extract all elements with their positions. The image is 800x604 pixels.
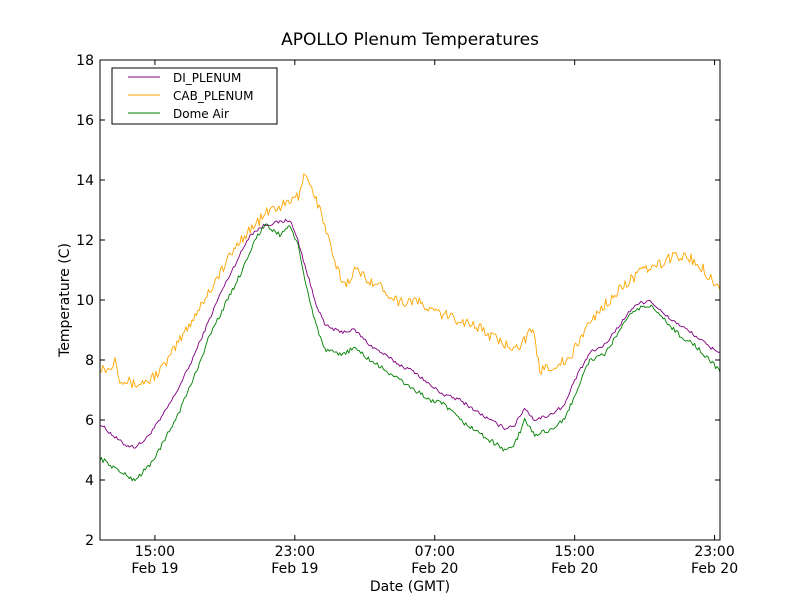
y-tick-label: 8 xyxy=(85,353,94,369)
legend-label-di-plenum: DI_PLENUM xyxy=(173,71,241,85)
y-tick-label: 14 xyxy=(76,173,94,189)
x-tick-label-time: 23:00 xyxy=(694,544,734,560)
legend-label-cab-plenum: CAB_PLENUM xyxy=(173,89,253,103)
y-tick-label: 16 xyxy=(76,113,94,129)
x-tick-label-date: Feb 19 xyxy=(271,561,318,577)
legend-label-dome-air: Dome Air xyxy=(173,107,229,121)
y-tick-label: 18 xyxy=(76,53,94,69)
series-line-dome-air xyxy=(99,223,721,482)
series-line-cab-plenum xyxy=(99,173,721,389)
x-tick-label-time: 15:00 xyxy=(135,544,175,560)
y-tick-label: 6 xyxy=(85,413,94,429)
x-tick-label-date: Feb 20 xyxy=(551,561,598,577)
x-axis-label: Date (GMT) xyxy=(370,579,450,595)
y-axis-label: Temperature (C) xyxy=(57,243,73,358)
series-line-di-plenum xyxy=(99,218,721,449)
y-tick-label: 10 xyxy=(76,293,94,309)
x-tick-label-date: Feb 20 xyxy=(411,561,458,577)
chart-title: APOLLO Plenum Temperatures xyxy=(281,30,539,50)
x-tick-label-date: Feb 19 xyxy=(131,561,178,577)
y-tick-label: 12 xyxy=(76,233,94,249)
series-layer xyxy=(99,173,721,482)
legend: DI_PLENUM CAB_PLENUM Dome Air xyxy=(111,67,278,125)
x-tick-label-time: 07:00 xyxy=(415,544,455,560)
y-axis: 2 4 6 8 10 12 14 16 18 xyxy=(76,53,720,549)
y-tick-label: 2 xyxy=(85,533,94,549)
x-tick-label-time: 23:00 xyxy=(275,544,315,560)
y-tick-label: 4 xyxy=(85,473,94,489)
x-tick-label-date: Feb 20 xyxy=(691,561,738,577)
x-tick-label-time: 15:00 xyxy=(554,544,594,560)
